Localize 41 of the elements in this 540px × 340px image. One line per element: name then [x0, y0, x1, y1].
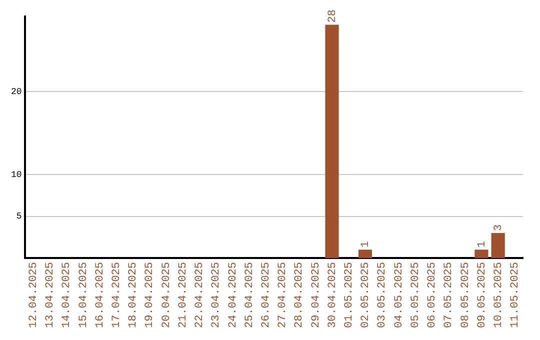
x-tick-label: 01.05.2025 [344, 262, 356, 328]
bar [474, 250, 488, 258]
y-tick-label: 10 [10, 170, 22, 180]
x-tick-label: 29.04.2025 [310, 262, 322, 328]
x-tick-label: 12.04.2025 [28, 262, 40, 328]
data-label: 28 [326, 10, 339, 23]
x-tick-label: 27.04.2025 [277, 262, 290, 328]
x-tick-label: 09.05.2025 [476, 262, 488, 328]
x-tick-label: 22.04.2025 [194, 262, 206, 328]
x-tick-label: 24.04.2025 [227, 262, 240, 328]
x-tick-label: 02.05.2025 [360, 262, 372, 328]
bar [358, 250, 372, 258]
x-tick-label: 28.04.2025 [294, 262, 306, 328]
x-tick-label: 26.04.2025 [260, 262, 272, 328]
bar [325, 24, 339, 258]
x-tick-label: 08.05.2025 [460, 262, 472, 328]
x-tick-label: 05.05.2025 [410, 262, 422, 328]
data-label: 1 [476, 240, 488, 248]
y-tick-label: 5 [16, 212, 22, 222]
y-tick-label: 20 [10, 86, 22, 97]
x-tick-label: 17.04.2025 [111, 262, 124, 328]
x-tick-label: 14.04.2025 [61, 262, 74, 328]
x-tick-label: 03.05.2025 [376, 262, 389, 328]
x-tick-label: 30.04.2025 [326, 262, 339, 328]
x-tick-label: 16.04.2025 [94, 262, 106, 328]
data-label: 3 [492, 224, 505, 231]
x-tick-label: 04.05.2025 [393, 262, 406, 328]
x-tick-label: 13.04.2025 [44, 262, 57, 328]
x-tick-label: 20.04.2025 [160, 262, 173, 328]
x-tick-label: 11.05.2025 [510, 262, 522, 328]
x-tick-label: 19.04.2025 [144, 262, 156, 328]
x-tick-label: 18.04.2025 [128, 262, 140, 328]
x-tick-label: 06.05.2025 [426, 262, 439, 328]
x-tick-label: 07.05.2025 [443, 262, 456, 328]
data-label: 1 [360, 240, 372, 248]
x-tick-label: 10.05.2025 [492, 262, 505, 328]
x-tick-label: 25.04.2025 [244, 262, 256, 328]
x-tick-label: 23.04.2025 [210, 262, 223, 328]
x-tick-label: 15.04.2025 [78, 262, 90, 328]
bar [491, 233, 505, 258]
x-tick-label: 21.04.2025 [177, 262, 190, 328]
